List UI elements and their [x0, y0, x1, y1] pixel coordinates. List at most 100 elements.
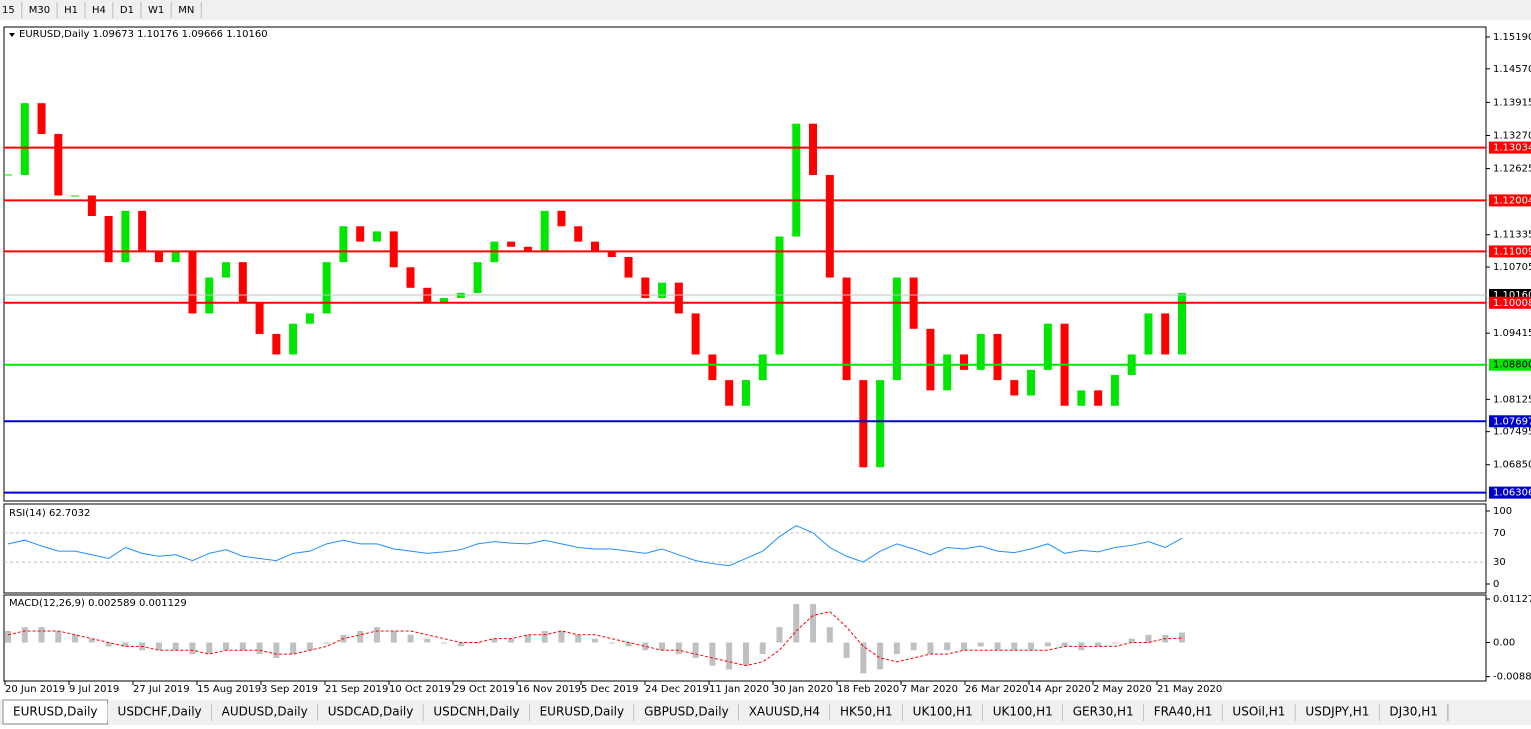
tab[interactable] — [982, 703, 1063, 722]
tab[interactable] — [1295, 703, 1380, 722]
macd-bar — [323, 642, 330, 644]
y-tick-label: 1.08125 — [1493, 394, 1531, 405]
timeframe-button[interactable]: M30 — [29, 5, 50, 16]
macd-bar — [474, 642, 481, 644]
macd-bar — [290, 642, 297, 655]
candle — [1077, 390, 1086, 406]
timeframe-button[interactable]: W1 — [148, 5, 164, 16]
candle — [658, 282, 667, 299]
candle — [372, 231, 381, 242]
macd-bar — [55, 630, 62, 643]
macd-bar — [826, 627, 833, 643]
macd-bar — [994, 642, 1001, 651]
level-label: 1.11009 — [1493, 246, 1531, 257]
date-label: 2 May 2020 — [1093, 684, 1152, 695]
tab[interactable] — [1379, 703, 1448, 722]
tab-label[interactable]: AUDUSD,Daily — [222, 705, 308, 719]
tab-label[interactable]: USDCHF,Daily — [118, 705, 202, 719]
tab-label[interactable]: XAUUSD,H4 — [749, 705, 820, 719]
macd-bar — [1111, 642, 1118, 644]
tab[interactable] — [634, 703, 739, 722]
candle — [1144, 313, 1153, 355]
y-tick-label: 1.13270 — [1493, 130, 1531, 141]
candle — [406, 267, 415, 288]
tab[interactable] — [317, 703, 424, 722]
tab[interactable] — [902, 703, 983, 722]
rsi-tick-label: 100 — [1493, 506, 1512, 517]
tab-label[interactable]: USOil,H1 — [1232, 705, 1285, 719]
timeframe-button[interactable]: H1 — [64, 5, 78, 16]
rsi-panel — [3, 503, 1487, 594]
y-tick-label: 1.09415 — [1493, 328, 1531, 339]
y-tick-label: 1.10705 — [1493, 262, 1531, 273]
candle — [1178, 292, 1186, 355]
candle — [943, 354, 952, 391]
date-label: 24 Dec 2019 — [645, 684, 709, 695]
macd-bar — [1061, 642, 1068, 647]
tab-label[interactable]: UK100,H1 — [913, 705, 973, 719]
macd-tick-label: 0.00 — [1493, 638, 1515, 649]
tab-label[interactable]: GBPUSD,Daily — [644, 705, 729, 719]
tab[interactable] — [830, 703, 903, 722]
timeframe-button[interactable]: H4 — [92, 5, 106, 16]
macd-bar — [172, 642, 179, 651]
level-label: 1.07697 — [1493, 416, 1531, 427]
candle — [1110, 374, 1119, 406]
candle — [540, 210, 549, 252]
macd-bar — [1145, 634, 1152, 643]
macd-bar — [424, 638, 431, 643]
tab[interactable] — [1062, 703, 1144, 722]
candle — [171, 251, 180, 263]
tab[interactable] — [529, 703, 635, 722]
macd-bar — [675, 642, 682, 655]
tab-label[interactable]: USDCNH,Daily — [433, 705, 519, 719]
macd-bar — [122, 642, 129, 647]
tab[interactable] — [423, 703, 530, 722]
macd-bar — [810, 603, 817, 643]
macd-bar — [793, 603, 800, 643]
timeframe-button[interactable]: MN — [178, 5, 194, 16]
tab[interactable] — [738, 703, 831, 722]
tab-label[interactable]: HK50,H1 — [840, 705, 893, 719]
y-tick-label: 1.06850 — [1493, 460, 1531, 471]
date-label: 26 Mar 2020 — [965, 684, 1028, 695]
candle — [154, 251, 163, 263]
candle — [607, 251, 616, 258]
date-label: 5 Dec 2019 — [581, 684, 639, 695]
tab-label[interactable]: DJ30,H1 — [1389, 705, 1438, 719]
tab-label[interactable]: GER30,H1 — [1073, 705, 1134, 719]
candle — [423, 287, 432, 304]
macd-tick-label: -0.008845 — [1493, 672, 1531, 683]
level-box — [1489, 296, 1531, 309]
candle — [591, 241, 599, 252]
tab[interactable] — [1143, 703, 1223, 722]
tab[interactable] — [2, 699, 109, 725]
macd-bar — [776, 627, 783, 643]
macd-bar — [189, 642, 196, 655]
macd-bar — [373, 627, 380, 643]
macd-bar — [390, 630, 397, 643]
candle — [456, 292, 465, 299]
tab[interactable] — [107, 703, 212, 722]
macd-bar — [407, 634, 414, 643]
timeframe-button[interactable]: D1 — [120, 5, 134, 16]
tab-label[interactable]: USDJPY,H1 — [1305, 705, 1369, 719]
macd-bar — [38, 627, 45, 643]
tab-label[interactable]: USDCAD,Daily — [328, 705, 414, 719]
candle — [725, 380, 734, 406]
tab-label[interactable]: EURUSD,Daily — [540, 705, 625, 719]
macd-bar — [977, 642, 984, 647]
tab-label[interactable]: EURUSD,Daily — [13, 705, 98, 719]
candle — [809, 123, 818, 175]
tab[interactable] — [211, 703, 318, 722]
rsi-tick-label: 70 — [1493, 528, 1506, 539]
tab-label[interactable]: FRA40,H1 — [1154, 705, 1213, 719]
candle — [289, 323, 298, 355]
macd-bar — [21, 627, 28, 643]
timeframe-button[interactable]: 15 — [2, 5, 15, 16]
date-label: 10 Oct 2019 — [389, 684, 451, 695]
tab[interactable] — [1222, 703, 1296, 722]
candle — [339, 226, 348, 263]
tab-label[interactable]: UK100,H1 — [993, 705, 1053, 719]
